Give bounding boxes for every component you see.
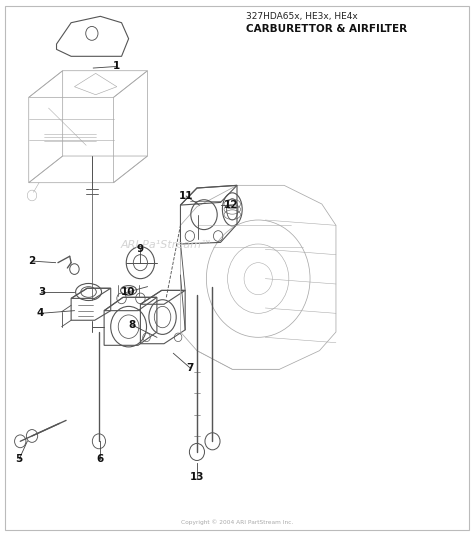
Text: 12: 12 <box>224 200 238 210</box>
Text: 3: 3 <box>38 287 45 297</box>
Text: 8: 8 <box>129 320 136 330</box>
Text: 2: 2 <box>28 256 36 266</box>
Text: 1: 1 <box>113 62 120 71</box>
Text: Copyright © 2004 ARI PartStream Inc.: Copyright © 2004 ARI PartStream Inc. <box>181 519 293 525</box>
Text: 4: 4 <box>37 308 44 318</box>
Text: 9: 9 <box>137 244 144 255</box>
Text: 13: 13 <box>190 472 204 482</box>
Text: 5: 5 <box>16 454 23 464</box>
Text: 6: 6 <box>97 454 104 464</box>
Text: 7: 7 <box>186 363 193 373</box>
Text: 327HDA65x, HE3x, HE4x: 327HDA65x, HE3x, HE4x <box>246 12 358 21</box>
Text: ARI Pa¹Stream™: ARI Pa¹Stream™ <box>120 240 212 250</box>
Text: 10: 10 <box>120 287 135 297</box>
Text: CARBURETTOR & AIRFILTER: CARBURETTOR & AIRFILTER <box>246 24 408 34</box>
Text: 11: 11 <box>179 191 193 201</box>
